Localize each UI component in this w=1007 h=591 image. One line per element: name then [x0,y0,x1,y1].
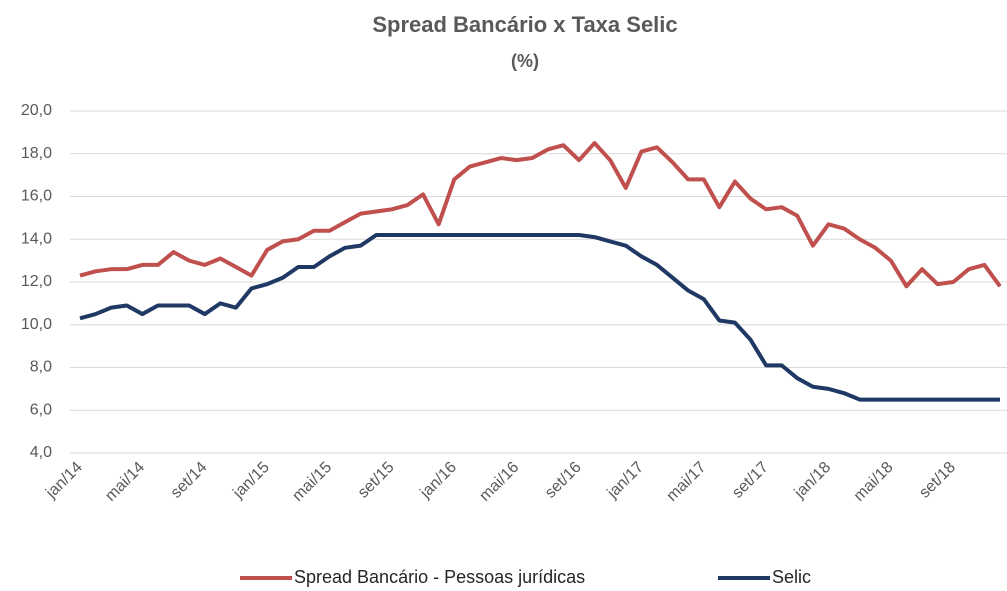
x-tick-label: set/15 [355,459,398,502]
x-tick-label: mai/16 [476,459,522,505]
series-line [79,141,1002,289]
y-tick-label: 6,0 [30,401,52,418]
x-tick-label: mai/14 [102,459,148,505]
y-tick-label: 16,0 [21,188,52,205]
y-tick-label: 18,0 [21,145,52,162]
y-tick-label: 20,0 [21,102,52,119]
x-tick-label: mai/18 [851,459,897,505]
x-tick-label: set/17 [729,459,772,502]
legend-label: Selic [772,567,811,587]
x-tick-label: mai/15 [289,459,335,505]
chart-title: Spread Bancário x Taxa Selic [372,12,677,37]
x-tick-label: set/18 [916,459,959,502]
y-tick-label: 10,0 [21,316,52,333]
x-tick-label: jan/18 [791,459,835,503]
x-tick-label: jan/16 [416,459,460,503]
x-tick-label: mai/17 [664,459,710,505]
y-tick-label: 4,0 [30,444,52,461]
x-tick-label: jan/14 [42,459,86,503]
y-tick-label: 14,0 [21,230,52,247]
x-tick-label: jan/17 [604,459,648,503]
chart-subtitle: (%) [511,51,539,71]
x-tick-label: set/14 [168,459,211,502]
series-line [79,232,1000,402]
x-tick-label: set/16 [542,459,585,502]
y-tick-label: 12,0 [21,273,52,290]
legend-label: Spread Bancário - Pessoas jurídicas [294,567,585,587]
x-tick-label: jan/15 [229,459,273,503]
y-tick-label: 8,0 [30,359,52,376]
